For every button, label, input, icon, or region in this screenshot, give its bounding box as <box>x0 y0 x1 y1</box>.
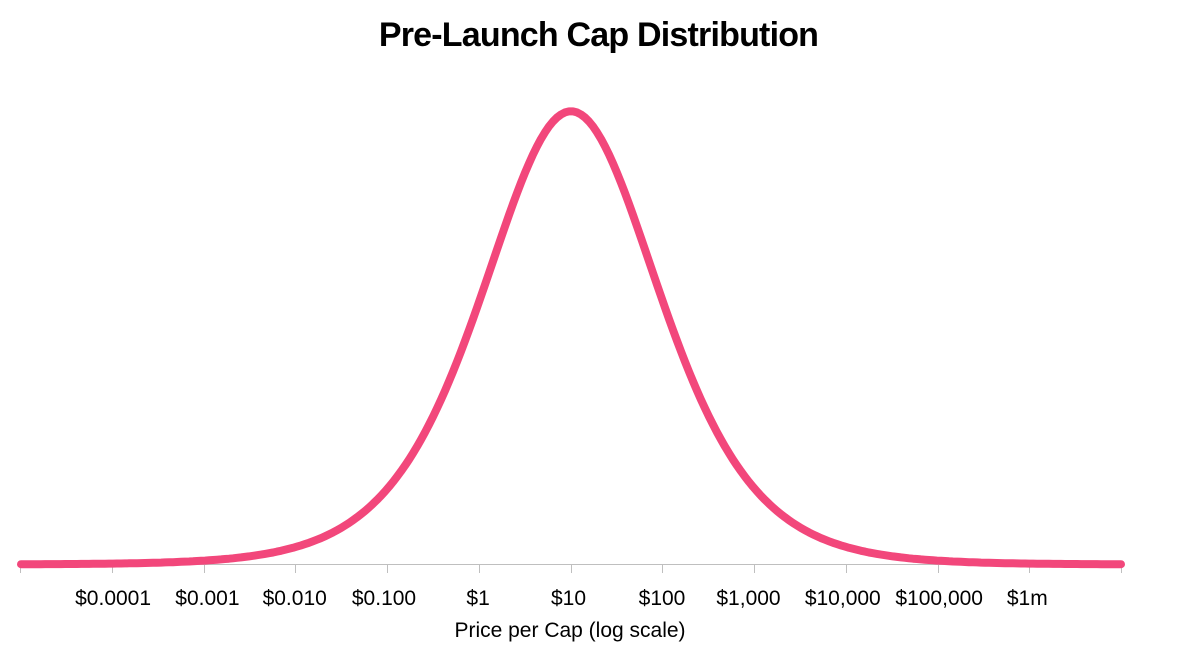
svg-text:$1m: $1m <box>1007 587 1048 610</box>
svg-text:$0.100: $0.100 <box>352 587 416 610</box>
svg-text:$10: $10 <box>551 587 586 610</box>
svg-text:$0.001: $0.001 <box>175 587 239 610</box>
svg-text:$1: $1 <box>466 587 489 610</box>
svg-text:$1,000: $1,000 <box>716 587 780 610</box>
svg-text:Pre-Launch Cap Distribution: Pre-Launch Cap Distribution <box>379 16 818 54</box>
svg-text:$10,000: $10,000 <box>805 587 881 610</box>
svg-text:Price per Cap (log scale): Price per Cap (log scale) <box>454 619 685 642</box>
svg-text:$0.010: $0.010 <box>263 587 327 610</box>
svg-text:$100,000: $100,000 <box>895 587 983 610</box>
svg-text:$100: $100 <box>639 587 686 610</box>
svg-text:$0.0001: $0.0001 <box>75 587 151 610</box>
